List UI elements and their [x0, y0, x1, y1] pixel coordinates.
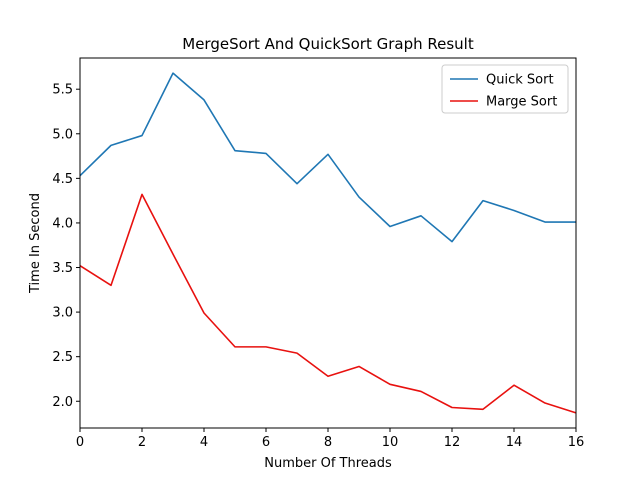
series-line-1	[79, 193, 577, 414]
x-tick-label: 12	[444, 435, 461, 450]
chart-title: MergeSort And QuickSort Graph Result	[182, 35, 474, 53]
legend-label-0: Quick Sort	[486, 73, 554, 88]
y-tick-label: 2.0	[52, 395, 73, 410]
y-axis-ticks: 2.0 2.5 3.0 3.5 4.0 4.5 5.0 5.5	[52, 83, 80, 410]
x-tick-label: 6	[262, 435, 270, 450]
x-tick-label: 10	[382, 435, 399, 450]
y-tick-label: 3.0	[52, 306, 73, 321]
y-axis-label: Time In Second	[28, 193, 43, 294]
x-tick-label: 14	[506, 435, 523, 450]
series-line-0	[79, 72, 576, 243]
x-tick-label: 4	[200, 435, 208, 450]
y-tick-label: 5.0	[52, 127, 73, 142]
x-axis-label: Number Of Threads	[264, 456, 392, 471]
legend: Quick Sort Marge Sort	[441, 64, 569, 114]
y-tick-label: 2.5	[52, 350, 73, 365]
x-tick-label: 8	[324, 435, 332, 450]
x-tick-label: 0	[76, 435, 84, 450]
y-tick-label: 5.5	[52, 83, 73, 98]
y-tick-label: 4.0	[52, 216, 73, 231]
y-tick-label: 4.5	[52, 172, 73, 187]
legend-label-1: Marge Sort	[486, 95, 557, 110]
plot-lines	[79, 72, 577, 414]
x-tick-label: 16	[568, 435, 585, 450]
y-tick-label: 3.5	[52, 261, 73, 276]
x-axis-ticks: 0 2 4 6 8 10 12 14 16	[76, 428, 584, 450]
x-tick-label: 2	[138, 435, 146, 450]
